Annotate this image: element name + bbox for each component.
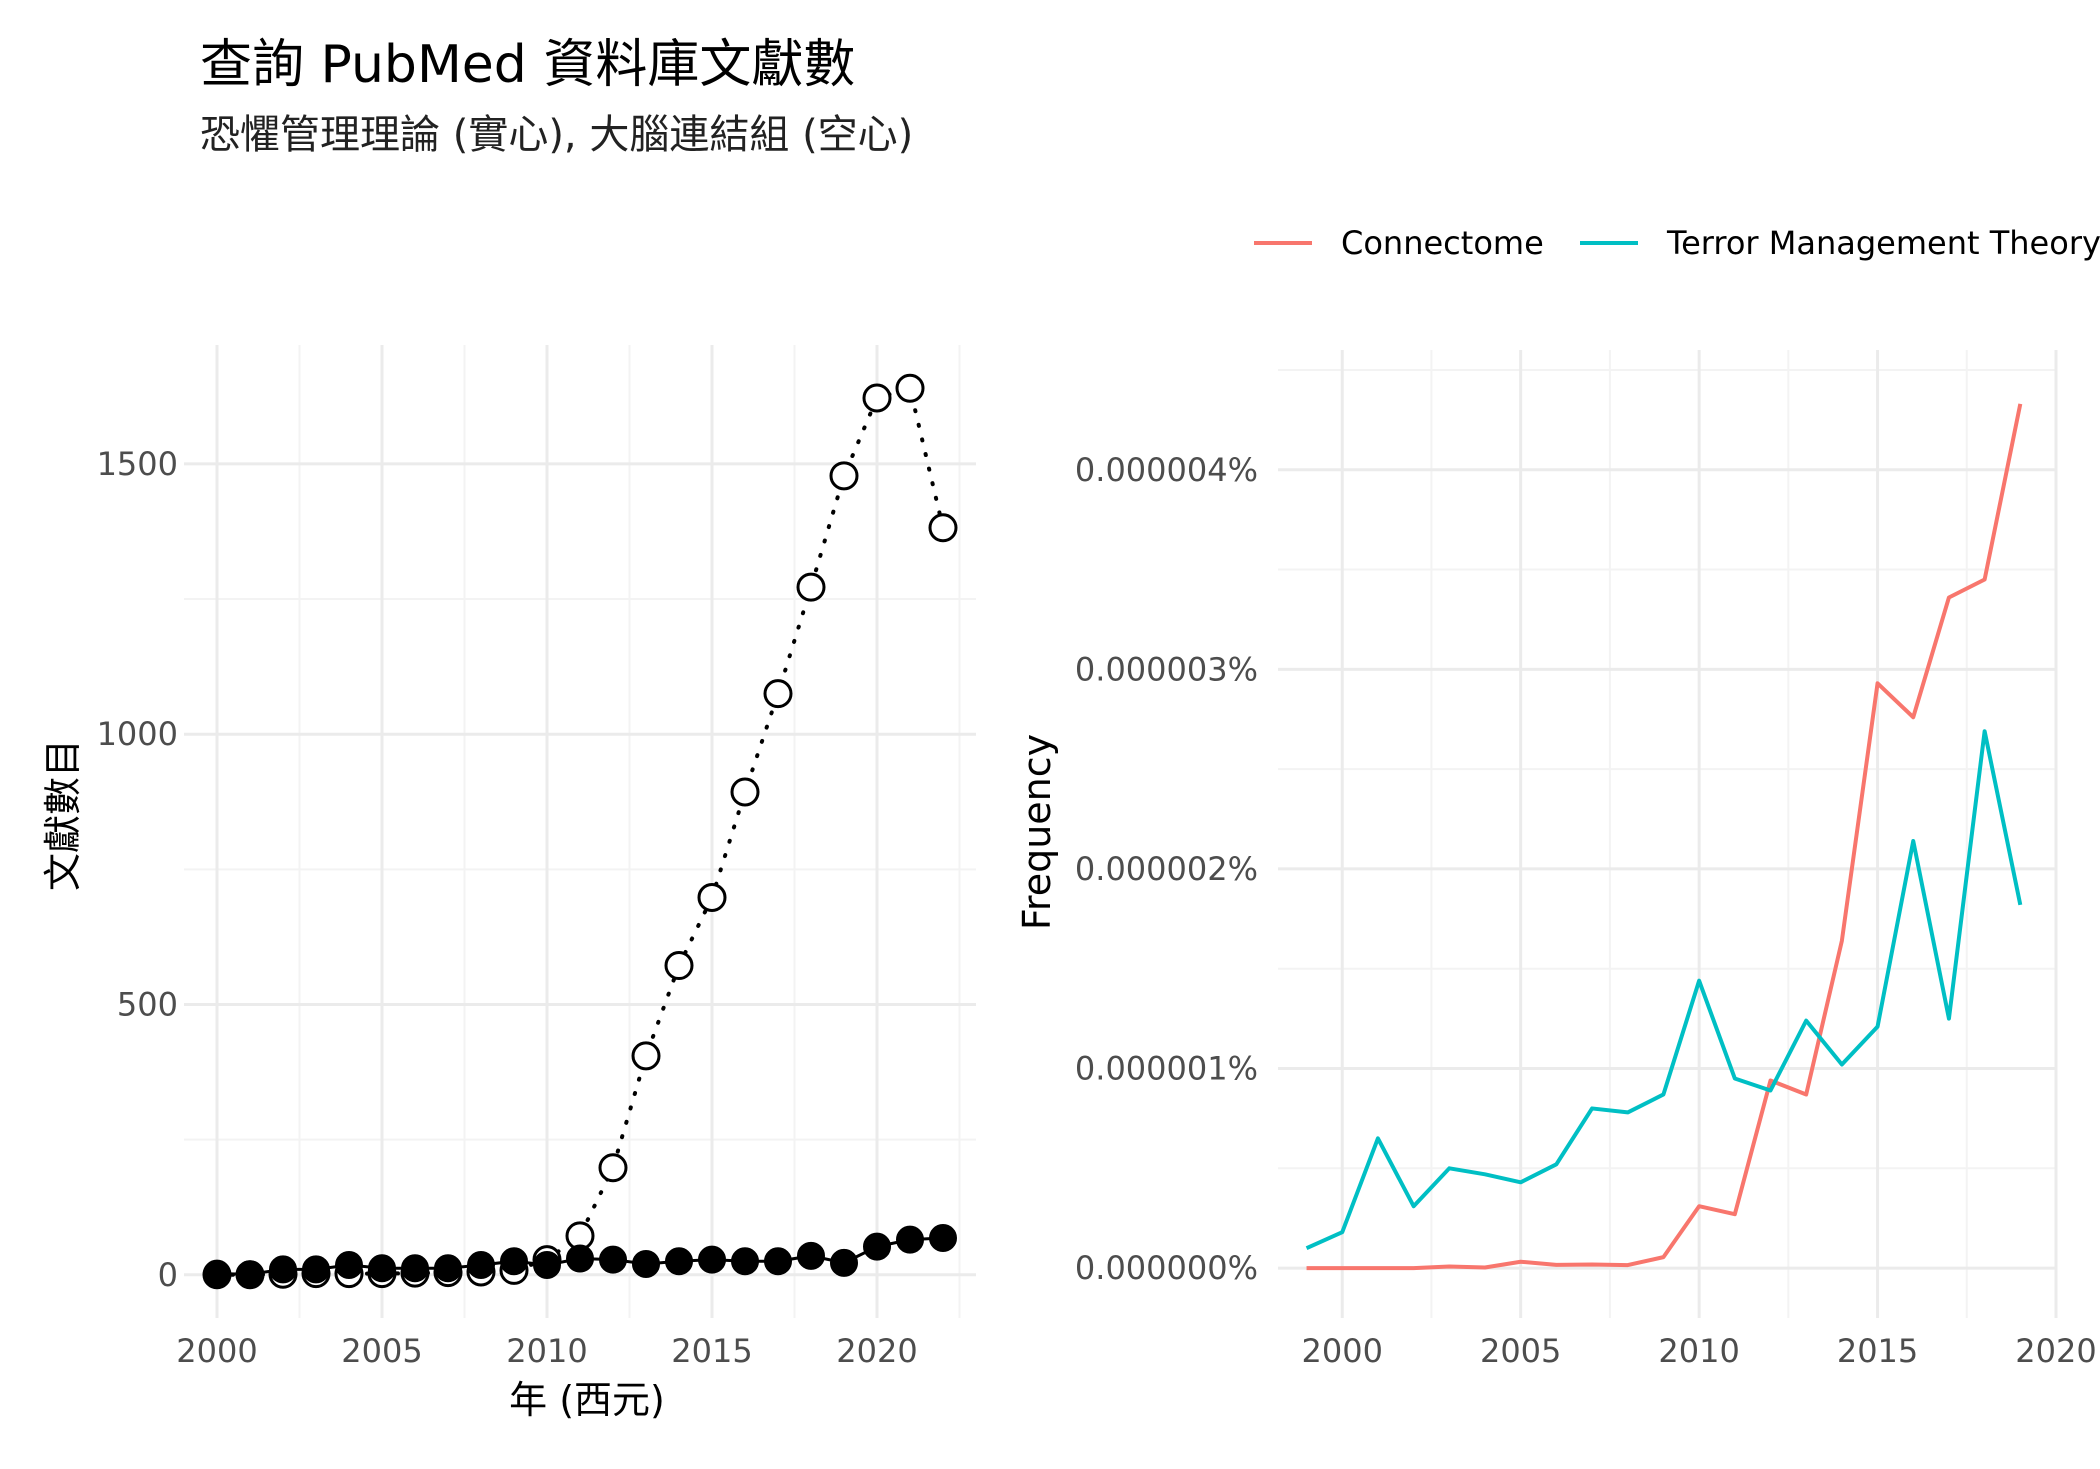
hollow-point [829,461,859,491]
solid-point [368,1254,396,1283]
series-line-terror-management-theory [1305,729,2023,1250]
legend: Connectome Terror Management Theory [1254,224,2100,262]
hollow-point [862,383,892,413]
left-x-axis-label: 年 (西元) [509,1378,665,1422]
solid-point [830,1248,858,1277]
solid-point [764,1247,792,1276]
solid-point [731,1247,759,1276]
hollow-point [598,1153,628,1183]
solid-point [896,1225,924,1254]
solid-point [566,1244,594,1273]
hollow-point [796,572,826,602]
right-x-tick-label: 2000 [1302,1332,1383,1370]
right-x-tick-label: 2015 [1837,1332,1918,1370]
right-panel: 2000 2005 2010 2015 2020 0.000000% 0.000001% 0.… [1015,350,2097,1370]
right-ticks: 2000 2005 2010 2015 2020 0.000000% 0.000001% 0.… [1075,451,2097,1370]
legend-label-terror-management-theory: Terror Management Theory [1666,224,2100,262]
right-y-axis-label: Frequency [1015,734,1059,930]
left-y-tick-label: 1500 [97,445,178,483]
right-y-tick-label: 0.000000% [1075,1249,1258,1287]
right-y-tick-label: 0.000004% [1075,451,1258,489]
solid-point [929,1223,957,1252]
solid-point [698,1245,726,1274]
solid-point [599,1245,627,1274]
left-x-tick-label: 2010 [506,1332,587,1370]
solid-point [500,1247,528,1276]
hollow-point [697,882,727,912]
right-y-tick-label: 0.000002% [1075,850,1258,888]
solid-point [269,1255,297,1284]
left-x-tick-label: 2015 [671,1332,752,1370]
solid-point [203,1259,231,1288]
hollow-point [730,777,760,807]
right-series [1305,403,2023,1271]
left-x-tick-label: 2000 [176,1332,257,1370]
hollow-series-dotted-line [215,385,945,1277]
solid-point [302,1255,330,1284]
hollow-point [631,1041,661,1071]
solid-point [434,1254,462,1283]
right-x-tick-label: 2005 [1480,1332,1561,1370]
solid-point [863,1232,891,1261]
left-ticks: 2000 2005 2010 2015 2020 0 500 1000 1500 [97,445,918,1370]
right-grid [1278,350,2058,1318]
solid-point [335,1251,363,1280]
hollow-point [763,679,793,709]
solid-point [236,1260,264,1289]
legend-label-connectome: Connectome [1341,224,1544,262]
left-series [202,373,958,1290]
left-y-tick-label: 1000 [97,715,178,753]
hollow-point [664,951,694,981]
left-y-axis-label: 文獻數目 [41,739,85,891]
solid-point [632,1249,660,1278]
left-grid [184,345,976,1318]
chart-subtitle: 恐懼管理理論 (實心), 大腦連結組 (空心) [200,112,913,158]
left-y-tick-label: 500 [117,985,178,1023]
left-x-tick-label: 2020 [836,1332,917,1370]
chart-title: 查詢 PubMed 資料庫文獻數 [200,35,855,95]
right-y-tick-label: 0.000003% [1075,650,1258,688]
left-x-tick-label: 2005 [341,1332,422,1370]
solid-point [467,1251,495,1280]
hollow-point [895,373,925,403]
solid-point [401,1254,429,1283]
solid-point [797,1241,825,1270]
left-y-tick-label: 0 [158,1256,178,1294]
hollow-point [928,513,958,543]
right-y-tick-label: 0.000001% [1075,1050,1258,1088]
right-x-tick-label: 2010 [1658,1332,1739,1370]
right-x-tick-label: 2020 [2015,1332,2096,1370]
series-line-connectome [1306,403,2023,1271]
solid-point [533,1251,561,1280]
solid-point [665,1247,693,1276]
